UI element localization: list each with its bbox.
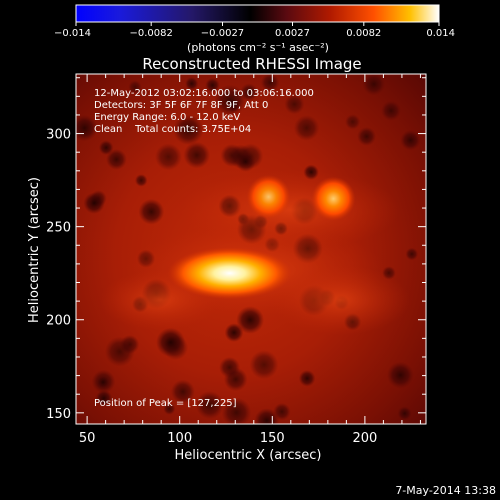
x-axis-label: Heliocentric X (arcsec) xyxy=(175,448,322,463)
dark-patch xyxy=(381,100,402,121)
info-energy-range: Energy Range: 6.0 - 12.0 keV xyxy=(94,112,240,123)
emission-band xyxy=(180,170,400,250)
colorbar-tick-labels: −0.014 −0.0082 −0.0027 0.0027 0.0082 0.014 xyxy=(54,28,455,39)
dark-patch xyxy=(254,408,280,424)
y-axis-ticks: 150 200 250 300 xyxy=(46,77,426,422)
dark-patch xyxy=(96,375,110,390)
dark-patch xyxy=(83,192,105,214)
dark-patch xyxy=(104,336,135,367)
dark-patch xyxy=(221,397,252,424)
dark-patch xyxy=(405,247,419,261)
dark-patch xyxy=(260,74,280,92)
colorbar-tick-label: −0.0027 xyxy=(201,28,244,39)
dark-patch xyxy=(128,80,142,94)
source-peak xyxy=(167,247,292,300)
dark-patch xyxy=(185,77,199,91)
dark-patch xyxy=(284,94,305,115)
y-tick-label: 200 xyxy=(46,314,71,329)
dark-patch xyxy=(195,391,224,420)
dark-patch xyxy=(386,361,414,389)
source-layer xyxy=(167,174,356,300)
plot-title: Reconstructed RHESSI Image xyxy=(142,55,361,73)
dark-patch xyxy=(214,84,246,117)
info-time-range: 12-May-2012 03:02:16.000 to 03:06:16.000 xyxy=(94,88,314,99)
dark-patch xyxy=(163,402,176,415)
reconstructed-image xyxy=(76,74,426,424)
dark-patch xyxy=(154,143,182,171)
dark-patch xyxy=(345,114,361,130)
source-secondary xyxy=(311,176,356,221)
x-tick-label: 150 xyxy=(260,431,285,446)
dark-patch xyxy=(173,114,204,145)
source-secondary xyxy=(246,174,291,219)
x-axis-ticks: 50 100 150 200 xyxy=(79,74,421,446)
colorbar-tick-label: 0.0082 xyxy=(346,28,381,39)
peak-position-label: Position of Peak = [127,225] xyxy=(94,398,237,409)
dark-patch xyxy=(156,327,186,357)
colorbar-ticks xyxy=(75,22,440,26)
emission-band xyxy=(270,265,410,335)
dark-patch xyxy=(224,323,244,342)
dark-patch xyxy=(170,379,195,404)
footer-date: 7-May-2014 13:38 xyxy=(395,484,496,497)
dark-patch xyxy=(223,367,248,392)
dark-patch xyxy=(138,198,165,225)
y-axis-label: Heliocentric Y (arcsec) xyxy=(27,177,42,323)
y-tick-label: 150 xyxy=(46,407,71,422)
plot-frame xyxy=(75,73,427,425)
colorbar-tick-label: −0.014 xyxy=(54,28,91,39)
colorbar-tick-label: −0.0082 xyxy=(130,28,173,39)
x-tick-label: 200 xyxy=(352,431,377,446)
dark-patch xyxy=(95,389,113,407)
y-tick-label: 250 xyxy=(46,221,71,236)
x-tick-label: 100 xyxy=(167,431,192,446)
dark-patch xyxy=(205,77,220,93)
dark-patch xyxy=(298,370,316,387)
colorbar xyxy=(75,4,440,23)
dark-patch xyxy=(249,350,279,380)
dark-patch xyxy=(105,148,127,170)
y-tick-label: 300 xyxy=(46,128,71,143)
dark-patch xyxy=(273,402,291,421)
dark-patch xyxy=(400,130,421,151)
dark-patch xyxy=(98,140,114,156)
dark-patch xyxy=(183,141,211,169)
info-detectors: Detectors: 3F 5F 6F 7F 8F 9F, Att 0 xyxy=(94,100,268,111)
dark-patch xyxy=(134,174,148,187)
colorbar-tick-label: 0.0027 xyxy=(275,28,310,39)
dark-patch xyxy=(362,74,386,96)
dark-patch xyxy=(357,126,377,146)
dark-patch xyxy=(235,151,256,172)
colorbar-unit-label: (photons cm⁻² s⁻¹ asec⁻²) xyxy=(187,41,329,54)
dark-patch xyxy=(397,406,412,421)
x-tick-label: 50 xyxy=(79,431,96,446)
dark-patch xyxy=(76,114,98,142)
info-total-counts: Clean Total counts: 3.75E+04 xyxy=(94,124,251,135)
dark-patch xyxy=(293,115,320,141)
colorbar-tick-label: 0.014 xyxy=(426,28,455,39)
info-block: 12-May-2012 03:02:16.000 to 03:06:16.000… xyxy=(94,88,314,135)
